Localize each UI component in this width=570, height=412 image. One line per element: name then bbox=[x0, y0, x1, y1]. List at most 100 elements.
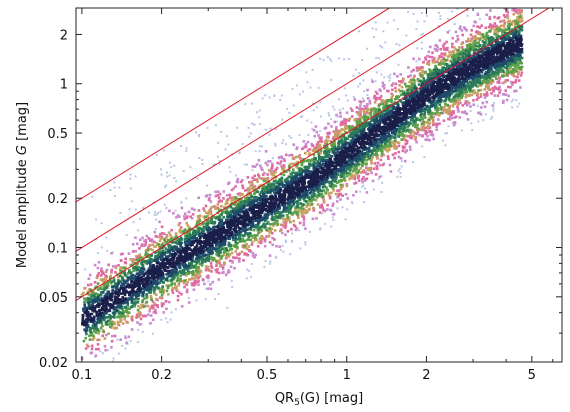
data-point bbox=[109, 277, 112, 280]
data-point bbox=[450, 63, 453, 67]
data-point bbox=[400, 89, 404, 93]
data-point bbox=[195, 266, 199, 270]
data-point bbox=[374, 108, 378, 111]
data-point bbox=[427, 112, 431, 115]
data-point bbox=[324, 147, 328, 150]
data-point bbox=[452, 121, 455, 125]
data-point bbox=[519, 20, 522, 23]
data-point bbox=[361, 180, 364, 184]
data-point bbox=[491, 37, 495, 40]
data-point bbox=[175, 180, 178, 183]
data-point bbox=[257, 240, 261, 244]
data-point bbox=[371, 27, 374, 30]
data-point bbox=[141, 330, 144, 333]
data-point bbox=[112, 315, 116, 318]
data-point bbox=[397, 169, 400, 172]
data-point bbox=[517, 66, 521, 70]
data-point bbox=[264, 189, 267, 192]
data-point bbox=[448, 53, 451, 57]
data-point bbox=[445, 40, 448, 44]
data-point bbox=[468, 90, 472, 93]
data-point bbox=[197, 228, 201, 231]
data-point bbox=[110, 281, 113, 285]
data-point bbox=[475, 41, 478, 45]
data-point bbox=[209, 200, 213, 203]
data-point bbox=[511, 68, 514, 71]
data-point bbox=[89, 328, 92, 332]
data-point bbox=[466, 100, 470, 104]
data-point bbox=[426, 79, 429, 82]
data-point bbox=[465, 103, 469, 107]
data-point bbox=[407, 84, 410, 88]
data-point bbox=[237, 205, 241, 209]
data-point bbox=[444, 98, 448, 102]
data-point bbox=[478, 38, 482, 41]
data-point bbox=[466, 45, 469, 48]
data-point bbox=[228, 196, 232, 199]
data-point bbox=[427, 62, 430, 65]
data-point bbox=[261, 145, 264, 148]
data-point bbox=[285, 143, 287, 146]
data-point bbox=[171, 272, 175, 275]
data-point bbox=[171, 237, 175, 241]
data-point bbox=[399, 126, 403, 129]
data-point bbox=[343, 87, 346, 90]
data-point bbox=[334, 174, 337, 178]
data-point bbox=[478, 44, 482, 47]
data-point bbox=[339, 140, 343, 144]
data-point bbox=[420, 126, 424, 129]
data-point bbox=[127, 311, 131, 314]
data-point bbox=[85, 332, 88, 336]
data-point bbox=[406, 125, 410, 129]
data-point bbox=[135, 268, 138, 272]
data-point bbox=[344, 169, 348, 173]
data-point bbox=[380, 191, 383, 193]
data-point bbox=[342, 178, 346, 181]
data-point bbox=[291, 232, 293, 235]
data-point bbox=[516, 105, 519, 108]
data-point bbox=[336, 200, 339, 203]
data-point bbox=[80, 294, 84, 297]
data-point bbox=[187, 210, 191, 214]
data-point bbox=[337, 141, 340, 145]
data-point bbox=[174, 241, 178, 245]
data-point bbox=[194, 257, 198, 261]
data-point bbox=[96, 288, 100, 292]
data-point bbox=[130, 200, 133, 203]
data-point bbox=[479, 111, 482, 114]
data-point bbox=[363, 170, 367, 174]
data-point bbox=[273, 212, 277, 216]
data-point bbox=[236, 237, 239, 241]
data-point bbox=[201, 222, 204, 226]
data-point bbox=[374, 115, 377, 118]
data-point bbox=[280, 156, 284, 160]
data-point bbox=[150, 254, 153, 257]
data-point bbox=[302, 218, 306, 221]
data-point bbox=[102, 281, 106, 284]
data-point bbox=[351, 109, 354, 112]
data-point bbox=[435, 74, 439, 77]
data-point bbox=[385, 105, 388, 108]
data-point bbox=[92, 298, 95, 302]
data-point bbox=[320, 136, 323, 139]
data-point bbox=[112, 313, 116, 317]
data-point bbox=[110, 339, 114, 343]
data-point bbox=[433, 58, 436, 62]
data-point bbox=[217, 190, 220, 193]
data-point bbox=[438, 103, 441, 106]
data-point bbox=[336, 130, 340, 133]
data-point bbox=[456, 58, 460, 61]
data-point bbox=[488, 17, 492, 20]
data-point bbox=[221, 267, 225, 271]
data-point bbox=[104, 285, 107, 288]
data-point bbox=[454, 30, 458, 34]
data-point bbox=[332, 147, 336, 151]
data-point bbox=[301, 203, 305, 206]
data-point bbox=[216, 141, 219, 144]
data-point bbox=[421, 74, 424, 77]
data-point bbox=[172, 275, 176, 279]
data-point bbox=[295, 205, 299, 208]
data-point bbox=[397, 95, 401, 99]
data-point bbox=[468, 44, 472, 48]
data-point bbox=[246, 201, 249, 204]
